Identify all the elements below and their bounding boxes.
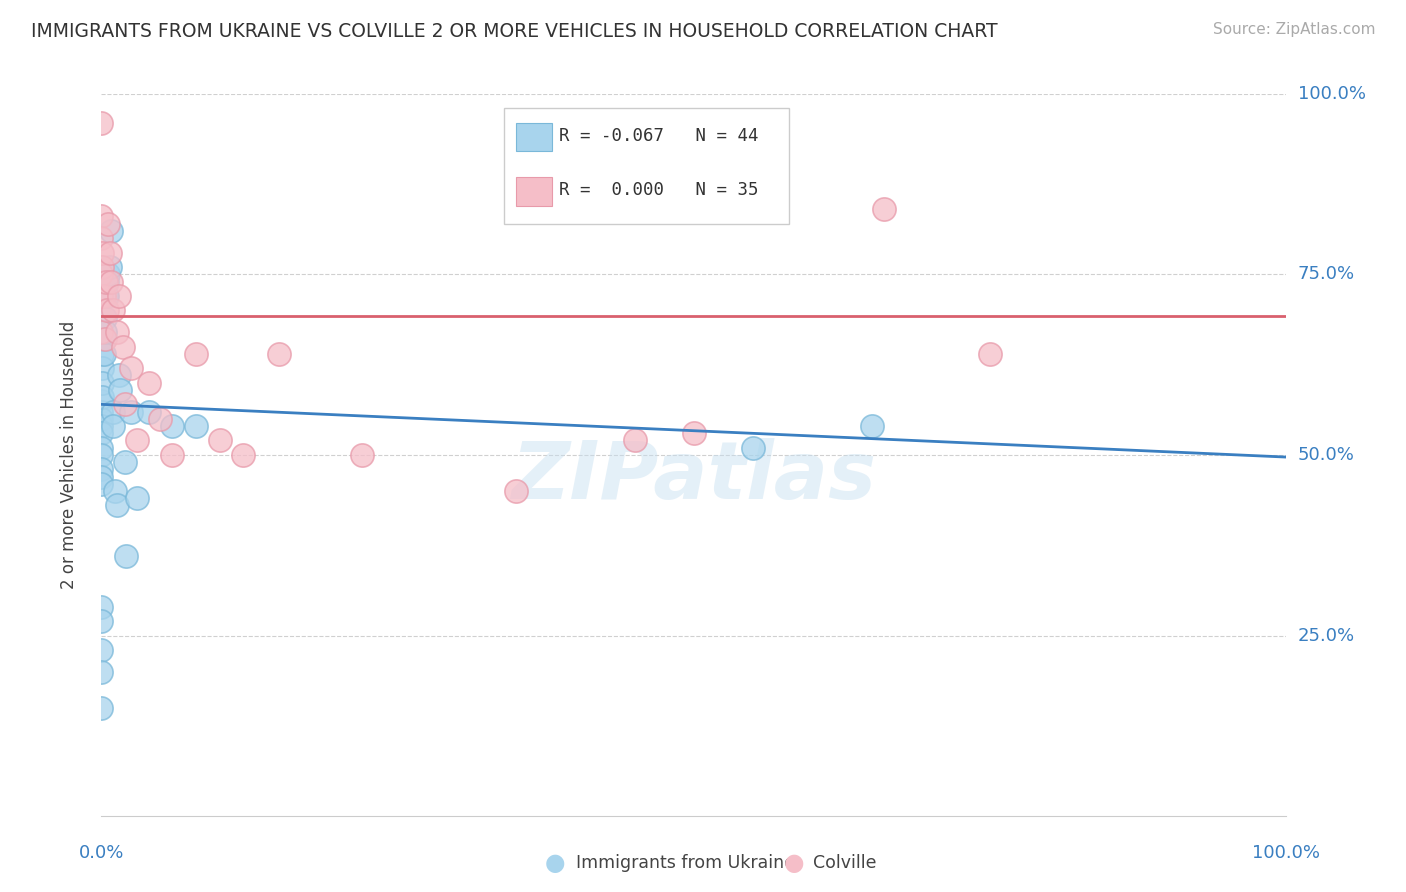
Point — [208, 434, 231, 448]
Point — [90, 426, 112, 441]
Point — [104, 483, 127, 498]
Point — [114, 397, 136, 411]
Point — [162, 419, 184, 434]
Point — [872, 202, 894, 217]
Point — [267, 347, 290, 361]
Point — [100, 275, 122, 289]
Point — [111, 339, 134, 353]
Point — [90, 469, 112, 483]
Text: ●: ● — [546, 852, 565, 875]
Text: 100.0%: 100.0% — [1298, 85, 1365, 103]
Text: 25.0%: 25.0% — [1298, 626, 1355, 645]
Point — [91, 361, 114, 376]
Point — [860, 419, 883, 434]
FancyBboxPatch shape — [505, 108, 789, 224]
Point — [100, 224, 122, 238]
Point — [94, 310, 117, 325]
Point — [184, 419, 207, 434]
Point — [91, 376, 114, 390]
Point — [115, 549, 138, 563]
Point — [101, 419, 124, 434]
Point — [149, 412, 172, 426]
Text: ZIPatlas: ZIPatlas — [512, 438, 876, 516]
Point — [93, 332, 115, 346]
Point — [90, 441, 112, 455]
Text: 100.0%: 100.0% — [1253, 844, 1320, 862]
Point — [91, 347, 114, 361]
Point — [90, 393, 112, 408]
Point — [105, 325, 128, 339]
Point — [91, 245, 114, 260]
Text: 50.0%: 50.0% — [1298, 446, 1354, 464]
Point — [184, 347, 207, 361]
Point — [350, 448, 373, 462]
Point — [138, 376, 160, 390]
Point — [120, 361, 142, 376]
Point — [96, 275, 118, 289]
Point — [94, 325, 117, 339]
Point — [90, 665, 112, 679]
Point — [93, 289, 115, 303]
Point — [120, 404, 142, 418]
Point — [125, 434, 148, 448]
Text: IMMIGRANTS FROM UKRAINE VS COLVILLE 2 OR MORE VEHICLES IN HOUSEHOLD CORRELATION : IMMIGRANTS FROM UKRAINE VS COLVILLE 2 OR… — [31, 22, 998, 41]
Point — [114, 455, 136, 469]
Bar — [516, 177, 551, 206]
Point — [90, 115, 112, 129]
Point — [90, 268, 112, 282]
Point — [90, 448, 112, 462]
Point — [90, 614, 112, 628]
Text: ●: ● — [785, 852, 804, 875]
Point — [90, 404, 112, 418]
Point — [623, 434, 645, 448]
Text: R =  0.000   N = 35: R = 0.000 N = 35 — [558, 181, 758, 199]
Point — [232, 448, 254, 462]
Point — [505, 483, 527, 498]
Point — [683, 426, 704, 441]
Point — [979, 347, 1001, 361]
Y-axis label: 2 or more Vehicles in Household: 2 or more Vehicles in Household — [59, 321, 77, 589]
Text: 75.0%: 75.0% — [1298, 265, 1355, 284]
Point — [90, 289, 112, 303]
Bar — [516, 122, 551, 152]
Point — [108, 383, 131, 397]
Point — [94, 275, 117, 289]
Point — [97, 268, 120, 282]
Point — [96, 303, 118, 318]
Point — [97, 217, 120, 231]
Point — [101, 303, 124, 318]
Point — [90, 210, 112, 224]
Point — [162, 448, 184, 462]
Point — [91, 390, 114, 404]
Point — [94, 332, 117, 346]
Point — [90, 599, 112, 614]
Point — [101, 404, 124, 418]
Point — [90, 419, 112, 434]
Point — [90, 476, 112, 491]
Point — [93, 347, 115, 361]
Point — [108, 289, 131, 303]
Text: R = -0.067   N = 44: R = -0.067 N = 44 — [558, 127, 758, 145]
Point — [90, 701, 112, 715]
Point — [742, 441, 765, 455]
Point — [108, 368, 131, 383]
Point — [90, 412, 112, 426]
Point — [125, 491, 148, 506]
Point — [90, 462, 112, 476]
Point — [98, 245, 121, 260]
Point — [90, 231, 112, 245]
Point — [138, 404, 160, 418]
Point — [105, 499, 128, 513]
Text: Colville: Colville — [813, 855, 876, 872]
Text: 0.0%: 0.0% — [79, 844, 124, 862]
Point — [91, 260, 114, 274]
Text: Source: ZipAtlas.com: Source: ZipAtlas.com — [1212, 22, 1375, 37]
Text: Immigrants from Ukraine: Immigrants from Ukraine — [576, 855, 796, 872]
Point — [94, 289, 117, 303]
Point — [90, 643, 112, 657]
Point — [96, 289, 118, 303]
Point — [98, 260, 121, 274]
Point — [90, 325, 112, 339]
